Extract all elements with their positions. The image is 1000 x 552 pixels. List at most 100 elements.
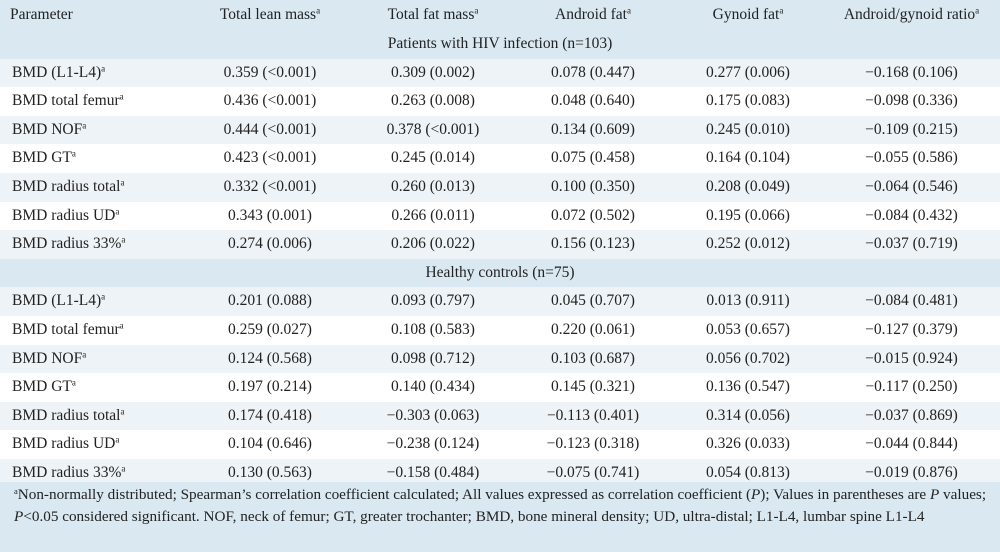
parameter-cell: BMD radius totala — [0, 401, 187, 431]
value-cell: 0.174 (0.418) — [187, 401, 353, 431]
value-cell: 0.053 (0.657) — [673, 315, 823, 345]
value-cell: 0.208 (0.049) — [673, 172, 823, 202]
table-body: Patients with HIV infection (n=103) BMD (… — [0, 30, 1000, 488]
table-header-row: Parameter Total lean massa Total fat mas… — [0, 0, 1000, 30]
value-cell: 0.145 (0.321) — [513, 373, 673, 402]
value-cell: 0.201 (0.088) — [187, 287, 353, 316]
correlation-table-container: Parameter Total lean massa Total fat mas… — [0, 0, 1000, 488]
value-cell: 0.332 (<0.001) — [187, 172, 353, 202]
table-row: BMD radius totala 0.332 (<0.001) 0.260 (0.… — [0, 172, 1000, 202]
value-cell: 0.263 (0.008) — [353, 87, 513, 116]
table-row: BMD (L1-L4)a 0.201 (0.088) 0.093 (0.797) 0.… — [0, 287, 1000, 316]
value-cell: 0.104 (0.646) — [187, 430, 353, 459]
value-cell: 0.277 (0.006) — [673, 58, 823, 88]
parameter-cell: BMD NOFa — [0, 115, 187, 145]
parameter-cell: BMD (L1-L4)a — [0, 287, 187, 316]
correlation-table: Parameter Total lean massa Total fat mas… — [0, 0, 1000, 488]
value-cell: 0.013 (0.911) — [673, 287, 823, 316]
value-cell: 0.124 (0.568) — [187, 344, 353, 374]
value-cell: 0.260 (0.013) — [353, 172, 513, 202]
value-cell: −0.238 (0.124) — [353, 430, 513, 459]
value-cell: −0.123 (0.318) — [513, 430, 673, 459]
parameter-cell: BMD radius totala — [0, 172, 187, 202]
value-cell: 0.093 (0.797) — [353, 287, 513, 316]
value-cell: −0.168 (0.106) — [823, 58, 1000, 88]
table-row: BMD radius UDa 0.343 (0.001) 0.266 (0.011)… — [0, 201, 1000, 231]
value-cell: 0.098 (0.712) — [353, 344, 513, 374]
table-row: BMD GTa 0.423 (<0.001) 0.245 (0.014) 0.075 … — [0, 144, 1000, 173]
table-row: BMD NOFa 0.124 (0.568) 0.098 (0.712) 0.103 … — [0, 344, 1000, 374]
parameter-cell: BMD total femura — [0, 87, 187, 116]
value-cell: 0.436 (<0.001) — [187, 87, 353, 116]
value-cell: 0.314 (0.056) — [673, 401, 823, 431]
table-row: BMD total femura 0.259 (0.027) 0.108 (0.58… — [0, 315, 1000, 345]
value-cell: −0.113 (0.401) — [513, 401, 673, 431]
value-cell: 0.378 (<0.001) — [353, 115, 513, 145]
value-cell: 0.359 (<0.001) — [187, 58, 353, 88]
value-cell: 0.245 (0.014) — [353, 144, 513, 173]
value-cell: 0.343 (0.001) — [187, 201, 353, 231]
parameter-cell: BMD NOFa — [0, 344, 187, 374]
value-cell: 0.078 (0.447) — [513, 58, 673, 88]
table-row: BMD total femura 0.436 (<0.001) 0.263 (0.0… — [0, 87, 1000, 116]
value-cell: 0.075 (0.458) — [513, 144, 673, 173]
value-cell: 0.206 (0.022) — [353, 230, 513, 259]
value-cell: 0.108 (0.583) — [353, 315, 513, 345]
value-cell: 0.103 (0.687) — [513, 344, 673, 374]
parameter-cell: BMD (L1-L4)a — [0, 58, 187, 88]
value-cell: −0.303 (0.063) — [353, 401, 513, 431]
table-row: BMD radius totala 0.174 (0.418) −0.303 (0.… — [0, 401, 1000, 431]
value-cell: 0.326 (0.033) — [673, 430, 823, 459]
header-total-lean-mass: Total lean massa — [187, 0, 353, 30]
header-android-gynoid-ratio: Android/gynoid ratioa — [823, 0, 1000, 30]
header-total-fat-mass: Total fat massa — [353, 0, 513, 30]
value-cell: −0.015 (0.924) — [823, 344, 1000, 374]
parameter-cell: BMD GTa — [0, 373, 187, 402]
value-cell: −0.037 (0.719) — [823, 230, 1000, 259]
footnote-marker: a — [14, 485, 18, 496]
value-cell: 0.309 (0.002) — [353, 58, 513, 88]
value-cell: 0.100 (0.350) — [513, 172, 673, 202]
table-row: BMD (L1-L4)a 0.359 (<0.001) 0.309 (0.002) 0… — [0, 58, 1000, 88]
value-cell: 0.220 (0.061) — [513, 315, 673, 345]
group-header-row: Healthy controls (n=75) — [0, 258, 1000, 288]
value-cell: −0.084 (0.481) — [823, 287, 1000, 316]
parameter-cell: BMD radius UDa — [0, 430, 187, 459]
value-cell: 0.252 (0.012) — [673, 230, 823, 259]
value-cell: 0.048 (0.640) — [513, 87, 673, 116]
header-android-fat: Android fata — [513, 0, 673, 30]
value-cell: 0.245 (0.010) — [673, 115, 823, 145]
table-row: BMD radius 33%a 0.274 (0.006) 0.206 (0.022… — [0, 230, 1000, 259]
value-cell: −0.055 (0.586) — [823, 144, 1000, 173]
header-gynoid-fat: Gynoid fata — [673, 0, 823, 30]
value-cell: 0.136 (0.547) — [673, 373, 823, 402]
parameter-cell: BMD radius 33%a — [0, 230, 187, 259]
value-cell: 0.045 (0.707) — [513, 287, 673, 316]
value-cell: 0.140 (0.434) — [353, 373, 513, 402]
value-cell: −0.098 (0.336) — [823, 87, 1000, 116]
group-title: Healthy controls (n=75) — [0, 258, 1000, 288]
value-cell: 0.259 (0.027) — [187, 315, 353, 345]
value-cell: −0.064 (0.546) — [823, 172, 1000, 202]
value-cell: −0.037 (0.869) — [823, 401, 1000, 431]
value-cell: 0.266 (0.011) — [353, 201, 513, 231]
parameter-cell: BMD GTa — [0, 144, 187, 173]
group-header-row: Patients with HIV infection (n=103) — [0, 30, 1000, 59]
table-footnote: aNon-normally distributed; Spearman’s co… — [0, 482, 1000, 552]
table-row: BMD NOFa 0.444 (<0.001) 0.378 (<0.001) 0.13… — [0, 115, 1000, 145]
table-row: BMD radius UDa 0.104 (0.646) −0.238 (0.124… — [0, 430, 1000, 459]
table-row: BMD GTa 0.197 (0.214) 0.140 (0.434) 0.145 (… — [0, 373, 1000, 402]
parameter-cell: BMD radius UDa — [0, 201, 187, 231]
value-cell: 0.195 (0.066) — [673, 201, 823, 231]
value-cell: −0.109 (0.215) — [823, 115, 1000, 145]
value-cell: −0.044 (0.844) — [823, 430, 1000, 459]
value-cell: 0.175 (0.083) — [673, 87, 823, 116]
value-cell: −0.084 (0.432) — [823, 201, 1000, 231]
value-cell: −0.127 (0.379) — [823, 315, 1000, 345]
value-cell: 0.197 (0.214) — [187, 373, 353, 402]
value-cell: 0.134 (0.609) — [513, 115, 673, 145]
group-title: Patients with HIV infection (n=103) — [0, 30, 1000, 59]
value-cell: 0.156 (0.123) — [513, 230, 673, 259]
value-cell: 0.072 (0.502) — [513, 201, 673, 231]
parameter-cell: BMD total femura — [0, 315, 187, 345]
